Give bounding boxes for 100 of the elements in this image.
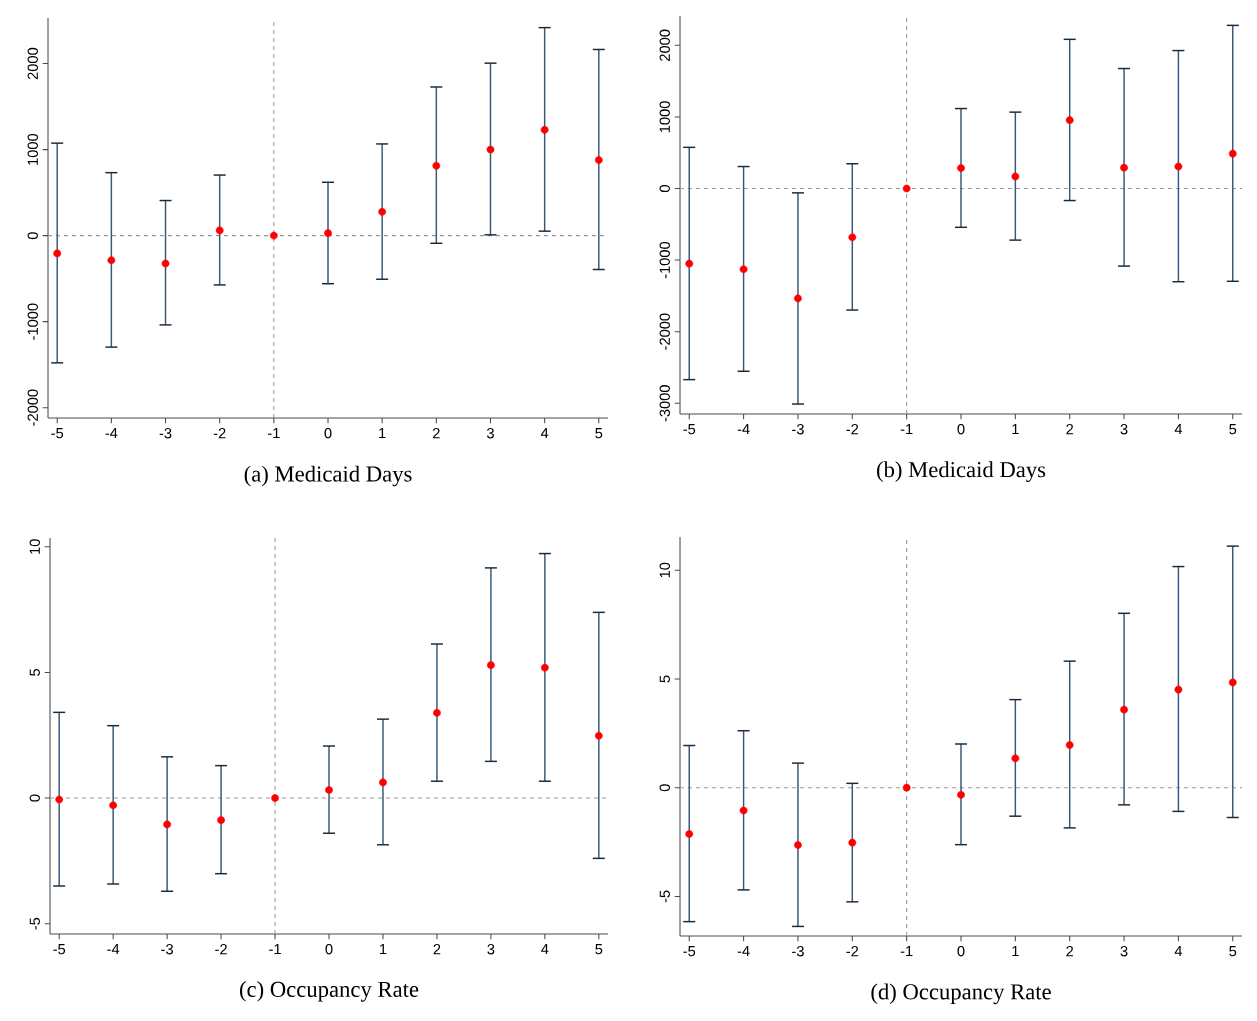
point (269, 231, 278, 240)
point (1065, 741, 1074, 749)
point (794, 294, 802, 303)
x-tick-label: 3 (486, 428, 494, 439)
x-tick-label: 0 (324, 428, 332, 439)
text: (b) Medicaid Days (877, 461, 1046, 482)
y-tick-label: 10 (29, 539, 40, 554)
x-tick-label: -5 (53, 944, 66, 955)
point (215, 226, 224, 235)
point (486, 145, 495, 154)
x-tick-label: 1 (1012, 424, 1019, 435)
y-tick-label: -5 (29, 917, 40, 930)
point (432, 161, 441, 170)
x-tick-label: -3 (792, 946, 804, 957)
x-tick-label: -5 (683, 424, 696, 435)
point (161, 259, 170, 268)
x-tick-label: 1 (379, 428, 386, 439)
x-tick-label: 0 (957, 946, 965, 957)
y-tick-label: -5 (659, 890, 670, 903)
point (271, 794, 279, 802)
point (1065, 116, 1074, 125)
x-tick-label: 0 (325, 944, 333, 955)
point (1011, 754, 1020, 763)
x-tick-label: 4 (540, 428, 549, 439)
point (1174, 685, 1183, 694)
y-tick-label: 2000 (27, 47, 38, 80)
x-tick-label: -5 (51, 428, 64, 439)
x-tick-label: -4 (107, 944, 120, 955)
point (540, 125, 549, 134)
x-tick-label: 5 (1229, 424, 1237, 435)
point (1120, 705, 1128, 714)
point (487, 661, 495, 669)
x-tick-label: -4 (737, 424, 750, 435)
y-tick-label: -1000 (659, 241, 670, 279)
x-tick-label: 3 (487, 944, 495, 955)
x-tick-label: -3 (159, 428, 172, 439)
x-tick-label: -2 (213, 428, 226, 439)
y-tick-label: 1000 (659, 101, 670, 133)
y-tick-label: 0 (659, 784, 670, 792)
x-tick-label: 1 (1012, 946, 1019, 957)
point (378, 207, 387, 216)
x-tick-label: -5 (683, 946, 696, 957)
point (217, 816, 225, 825)
x-tick-label: 4 (541, 944, 549, 955)
point (541, 663, 549, 672)
point (1174, 162, 1183, 171)
y-tick-label: -3000 (659, 385, 670, 422)
x-tick-label: 4 (1174, 946, 1183, 957)
x-tick-label: 3 (1120, 424, 1128, 435)
x-tick-label: 5 (595, 944, 603, 955)
point (55, 795, 64, 804)
point (957, 164, 965, 172)
y-tick-label: 10 (659, 562, 670, 578)
point (848, 233, 857, 242)
point (325, 786, 333, 794)
point (685, 830, 694, 838)
x-tick-label: 5 (595, 428, 603, 439)
text: (a) Medicaid Days (244, 465, 412, 487)
x-tick-label: -2 (846, 946, 859, 957)
point (902, 783, 911, 792)
x-tick-label: -1 (900, 424, 913, 435)
x-tick-label: -2 (846, 424, 859, 435)
x-tick-label: 4 (1174, 424, 1183, 435)
x-tick-label: 2 (432, 428, 440, 439)
x-tick-label: -3 (161, 944, 173, 955)
x-tick-label: -4 (737, 946, 750, 957)
point (1228, 149, 1237, 158)
point (324, 229, 332, 238)
x-tick-label: 5 (1229, 946, 1237, 957)
point (902, 184, 911, 193)
x-tick-label: -1 (900, 946, 913, 957)
point (794, 841, 802, 849)
point (739, 265, 748, 274)
y-tick-label: -2000 (659, 313, 670, 350)
x-tick-label: 3 (1120, 946, 1128, 957)
point (594, 731, 603, 740)
x-tick-label: 1 (380, 944, 387, 955)
x-tick-label: -1 (269, 944, 281, 955)
point (685, 259, 694, 268)
y-tick-label: 5 (29, 668, 40, 676)
point (53, 249, 62, 258)
y-tick-label: 0 (29, 794, 40, 802)
x-tick-label: -1 (267, 428, 280, 439)
x-tick-label: 2 (1066, 946, 1074, 957)
point (594, 156, 603, 164)
x-tick-label: 2 (1066, 424, 1074, 435)
y-tick-label: 5 (659, 675, 670, 683)
y-tick-label: 1000 (27, 133, 38, 165)
point (848, 838, 857, 847)
point (1011, 172, 1020, 181)
x-tick-label: -3 (792, 424, 804, 435)
y-tick-label: -1000 (27, 303, 38, 340)
text: (d) Occupancy Rate (871, 983, 1051, 1005)
y-tick-label: 0 (659, 185, 670, 193)
x-tick-label: 2 (433, 944, 441, 955)
point (107, 256, 116, 265)
x-tick-label: -2 (215, 944, 227, 955)
point (1228, 678, 1237, 687)
point (109, 801, 118, 810)
point (163, 820, 171, 829)
